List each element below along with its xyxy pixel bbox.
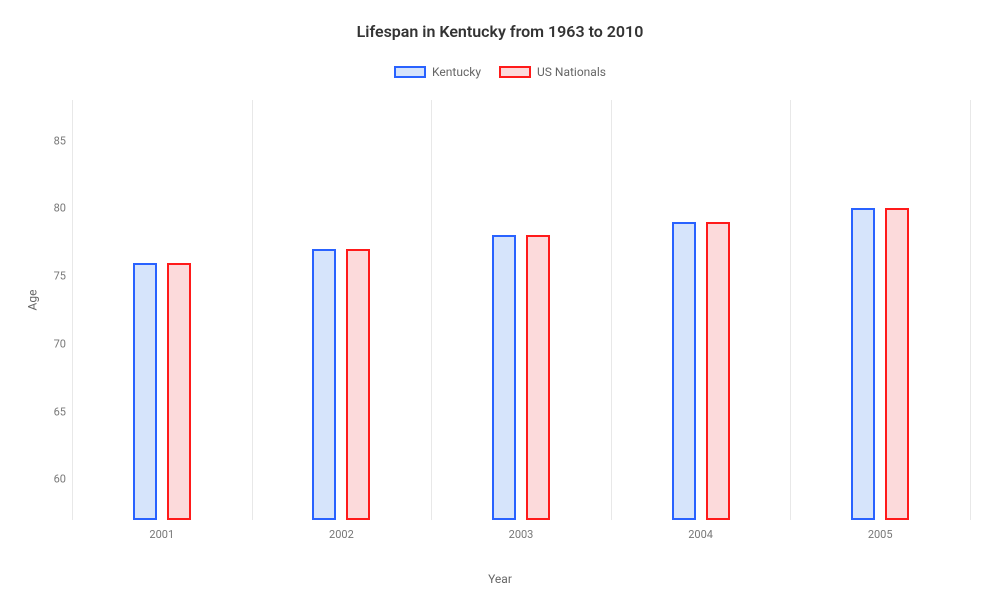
y-axis-label: Age [25,290,39,311]
plot-area: 20012002200320042005 [72,100,970,520]
gridline [252,100,253,520]
chart-title: Lifespan in Kentucky from 1963 to 2010 [0,0,1000,41]
legend-item-usnationals: US Nationals [499,65,606,79]
y-tick-label: 60 [54,473,66,486]
bar-us-nationals-2004 [706,222,730,520]
gridline [790,100,791,520]
bar-kentucky-2001 [133,263,157,520]
legend: Kentucky US Nationals [0,65,1000,79]
bar-kentucky-2005 [851,208,875,520]
bar-us-nationals-2002 [346,249,370,520]
legend-swatch-kentucky [394,66,426,78]
y-tick-label: 80 [54,202,66,215]
gridline [611,100,612,520]
x-tick-label: 2002 [329,528,354,541]
bar-kentucky-2004 [672,222,696,520]
x-tick-label: 2003 [509,528,534,541]
x-tick-label: 2001 [149,528,174,541]
bar-us-nationals-2003 [526,235,550,520]
y-tick-label: 70 [54,337,66,350]
legend-item-kentucky: Kentucky [394,65,481,79]
gridline [970,100,971,520]
legend-label-usnationals: US Nationals [537,65,606,79]
x-tick-label: 2004 [688,528,713,541]
x-tick-label: 2005 [868,528,893,541]
y-tick-label: 85 [54,134,66,147]
gridline [431,100,432,520]
bar-kentucky-2002 [312,249,336,520]
legend-swatch-usnationals [499,66,531,78]
legend-label-kentucky: Kentucky [432,65,481,79]
bar-kentucky-2003 [492,235,516,520]
x-axis-label: Year [488,572,512,586]
gridline [72,100,73,520]
y-tick-label: 75 [54,270,66,283]
bar-us-nationals-2005 [885,208,909,520]
chart-container: Lifespan in Kentucky from 1963 to 2010 K… [0,0,1000,600]
y-tick-label: 65 [54,405,66,418]
bar-us-nationals-2001 [167,263,191,520]
